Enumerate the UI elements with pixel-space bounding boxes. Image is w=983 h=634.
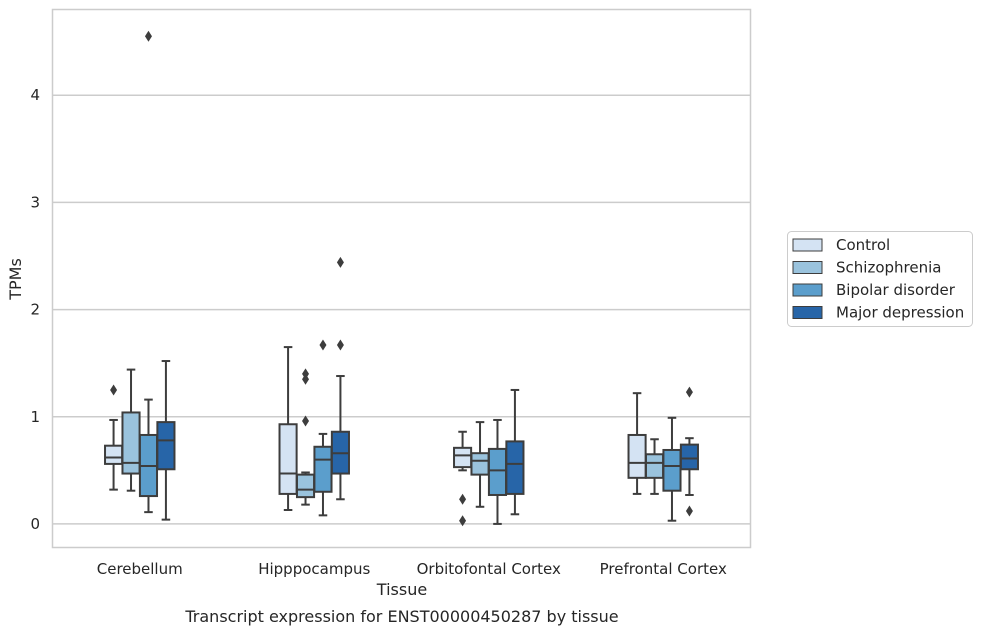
legend-label: Major depression — [836, 304, 964, 322]
outlier-point — [685, 505, 693, 517]
legend-label: Schizophrenia — [836, 259, 941, 277]
box-iqr — [313, 445, 333, 493]
y-tick-labels: 0 1 2 3 4 — [30, 86, 40, 533]
box-schizophrenia — [470, 421, 490, 508]
plot-frame — [51, 8, 752, 549]
legend: Control Schizophrenia Bipolar disorder Majo… — [787, 231, 973, 327]
y-tick-label: 1 — [30, 408, 40, 426]
box-control — [453, 430, 473, 527]
x-tick-label: Hipppocampus — [258, 560, 370, 578]
y-tick-label: 3 — [30, 193, 40, 211]
y-tick-label: 0 — [30, 515, 40, 533]
outlier-point — [110, 384, 118, 396]
outlier-point — [302, 368, 310, 380]
outlier-point — [459, 515, 467, 527]
x-tick-labels: Cerebellum Hipppocampus Orbitofontal Corte… — [97, 560, 727, 578]
box-major-depression — [679, 386, 699, 517]
box-iqr — [505, 440, 525, 495]
box-schizophrenia — [295, 368, 316, 506]
box-iqr — [644, 453, 665, 479]
x-tick-label: Cerebellum — [97, 560, 183, 578]
box-iqr — [295, 473, 316, 499]
box-bipolar-disorder — [487, 418, 508, 525]
box-iqr — [470, 452, 490, 476]
box-control — [627, 392, 647, 495]
legend-swatch — [792, 261, 823, 274]
box-bipolar-disorder — [313, 339, 333, 517]
y-tick-label: 4 — [30, 86, 40, 104]
legend-swatch — [792, 306, 823, 319]
box-iqr — [104, 444, 124, 465]
outlier-point — [336, 339, 344, 351]
box-iqr — [627, 433, 647, 479]
outlier-point — [685, 386, 693, 398]
y-tick-label: 2 — [30, 301, 40, 319]
outlier-point — [302, 415, 310, 427]
box-control — [278, 346, 298, 511]
legend-frame — [787, 231, 973, 327]
x-tick-label: Prefrontal Cortex — [600, 560, 727, 578]
x-axis-title: Tissue — [376, 580, 427, 599]
box-major-depression — [156, 360, 176, 521]
box-schizophrenia — [121, 368, 141, 492]
outlier-point — [336, 256, 344, 268]
legend-label: Bipolar disorder — [836, 281, 956, 299]
outlier-point — [144, 30, 152, 42]
box-series — [104, 30, 699, 527]
legend-swatch — [792, 283, 823, 297]
box-bipolar-disorder — [662, 416, 682, 522]
box-iqr — [121, 411, 141, 475]
box-schizophrenia — [644, 438, 665, 495]
grid-lines — [52, 94, 751, 525]
legend-swatch — [792, 238, 823, 252]
box-iqr — [156, 421, 176, 471]
box-major-depression — [330, 256, 350, 501]
box-iqr — [278, 423, 298, 495]
box-bipolar-disorder — [138, 30, 159, 514]
box-iqr — [487, 447, 508, 496]
y-axis-title: TPMs — [6, 258, 25, 301]
x-tick-label: Orbitofontal Cortex — [417, 560, 561, 578]
box-major-depression — [505, 388, 525, 516]
outlier-point — [319, 339, 327, 351]
box-control — [104, 384, 124, 491]
box-iqr — [662, 448, 682, 492]
outlier-point — [459, 493, 467, 505]
box-iqr — [679, 443, 699, 471]
chart-caption: Transcript expression for ENST0000045028… — [184, 607, 618, 626]
legend-label: Control — [836, 236, 890, 254]
box-iqr — [453, 446, 473, 469]
